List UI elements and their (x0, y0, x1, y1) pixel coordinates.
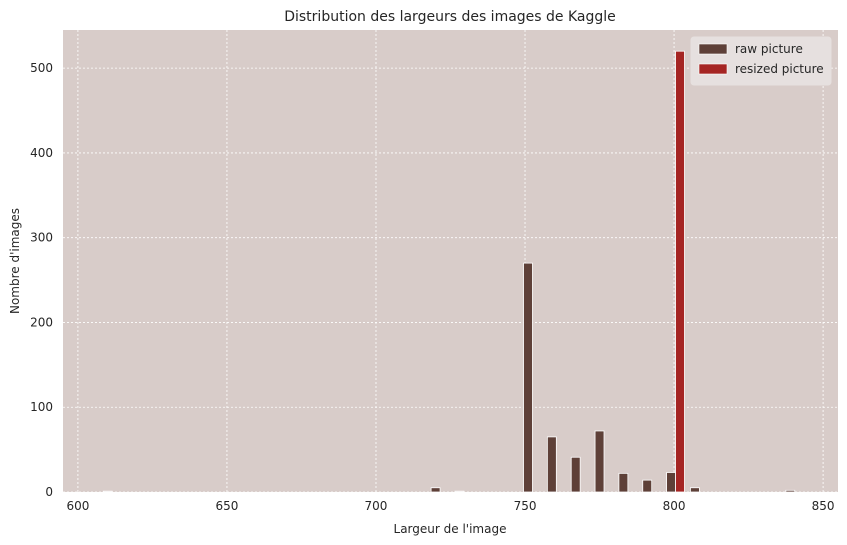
bar-raw (785, 489, 796, 493)
y-tick-label: 200 (30, 315, 53, 329)
bar-raw (570, 456, 581, 493)
bar-raw (546, 436, 557, 493)
y-tick-label: 0 (45, 485, 53, 499)
x-axis-ticks: 600 650 700 750 800 850 (66, 499, 834, 513)
plot-area (63, 30, 838, 492)
bar-raw (594, 430, 605, 493)
bar-raw (430, 487, 441, 493)
legend-swatch (698, 43, 728, 55)
x-tick-label: 750 (514, 499, 537, 513)
legend-swatch (698, 63, 728, 75)
x-tick-label: 650 (215, 499, 238, 513)
bar-raw (454, 490, 465, 493)
bars (102, 50, 796, 493)
bar-raw (523, 262, 533, 493)
x-tick-label: 800 (663, 499, 686, 513)
y-tick-label: 100 (30, 400, 53, 414)
y-tick-label: 400 (30, 146, 53, 160)
chart-title: Distribution des largeurs des images de … (284, 9, 616, 25)
bar-raw (690, 487, 700, 493)
bar-raw (618, 472, 629, 493)
legend: raw picture resized picture (690, 36, 832, 86)
legend-label: raw picture (735, 42, 803, 56)
bar-resized (675, 50, 685, 493)
bar-raw (666, 472, 676, 493)
y-axis-label: Nombre d'images (8, 208, 22, 314)
y-tick-label: 500 (30, 61, 53, 75)
bar-raw (102, 490, 113, 493)
x-tick-label: 700 (365, 499, 388, 513)
legend-label: resized picture (735, 62, 824, 76)
x-tick-label: 850 (812, 499, 835, 513)
y-axis-ticks: 0 100 200 300 400 500 (30, 61, 53, 499)
x-axis-label: Largeur de l'image (394, 522, 507, 536)
y-tick-label: 300 (30, 231, 53, 245)
bar-raw (642, 479, 653, 493)
x-tick-label: 600 (66, 499, 89, 513)
